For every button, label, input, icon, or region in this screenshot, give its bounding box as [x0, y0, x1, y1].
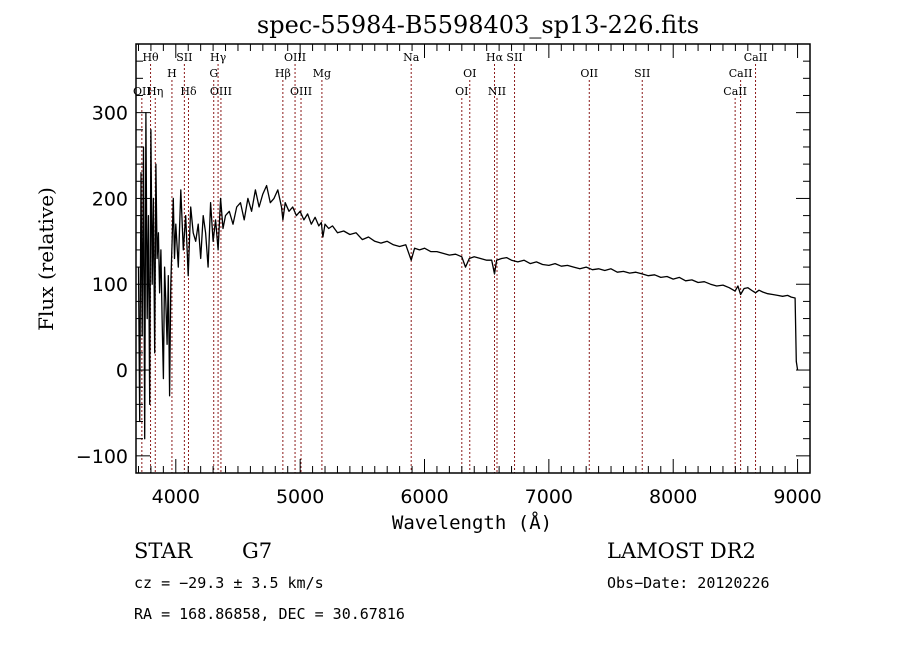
line-label: Hα [486, 51, 504, 64]
line-label: OI [455, 85, 468, 98]
axis-ticks [136, 43, 811, 474]
y-axis-label: Flux (relative) [34, 187, 58, 331]
y-tick-label: 100 [92, 274, 128, 296]
line-label: Hγ [210, 51, 227, 64]
y-tick-label: 300 [92, 103, 128, 125]
object-subclass: G7 [242, 539, 272, 563]
line-label: OIII [290, 85, 312, 98]
line-label: CaII [729, 67, 753, 80]
line-label: Hθ [142, 51, 159, 64]
x-tick-label: 7000 [525, 486, 573, 508]
survey-name: LAMOST DR2 [607, 539, 756, 563]
x-tick-label: 8000 [649, 486, 697, 508]
x-tick-label: 5000 [276, 486, 324, 508]
line-label: OIII [210, 85, 232, 98]
y-tick-labels: −100 0 100 200 300 [76, 103, 128, 468]
line-label: SII [176, 51, 192, 64]
x-tick-labels: 4000 5000 6000 7000 8000 9000 [152, 486, 822, 508]
line-label: Mg [313, 67, 331, 80]
line-label: Hδ [180, 85, 197, 98]
line-label: Hη [147, 85, 163, 98]
line-label: OII [133, 85, 151, 98]
x-tick-label: 6000 [400, 486, 448, 508]
object-class: STAR [134, 539, 193, 563]
line-label: G [209, 67, 218, 80]
line-label: OI [463, 67, 476, 80]
y-tick-label: 200 [92, 188, 128, 210]
series-layer [137, 111, 799, 440]
line-label: OII [580, 67, 598, 80]
x-axis-label: Wavelength (Å) [392, 511, 552, 534]
x-tick-label: 4000 [152, 486, 200, 508]
line-label: OIII [284, 51, 306, 64]
line-label: H [167, 67, 177, 80]
line-label: NII [488, 85, 506, 98]
y-tick-label: 0 [116, 360, 128, 382]
obs-date: Obs−Date: 20120226 [607, 574, 770, 592]
emission-lines: HθOIIHηHSIIHδHγGOIIIOIIIHβOIIIMgNaOIOIHα… [133, 51, 767, 473]
chart-title: spec-55984-B5598403_sp13-226.fits [257, 11, 699, 39]
redshift-cz: cz = −29.3 ± 3.5 km/s [134, 574, 324, 592]
x-tick-label: 9000 [773, 486, 821, 508]
line-label: Hβ [275, 67, 291, 80]
line-label: CaII [744, 51, 768, 64]
y-tick-label: −100 [76, 446, 128, 468]
line-label: SII [634, 67, 650, 80]
plot-frame [135, 43, 811, 474]
line-label: CaII [723, 85, 747, 98]
line-label: SII [506, 51, 522, 64]
ra-dec-coords: RA = 168.86858, DEC = 30.67816 [134, 605, 405, 623]
line-label: Na [403, 51, 420, 64]
spectrum-line [137, 111, 799, 440]
